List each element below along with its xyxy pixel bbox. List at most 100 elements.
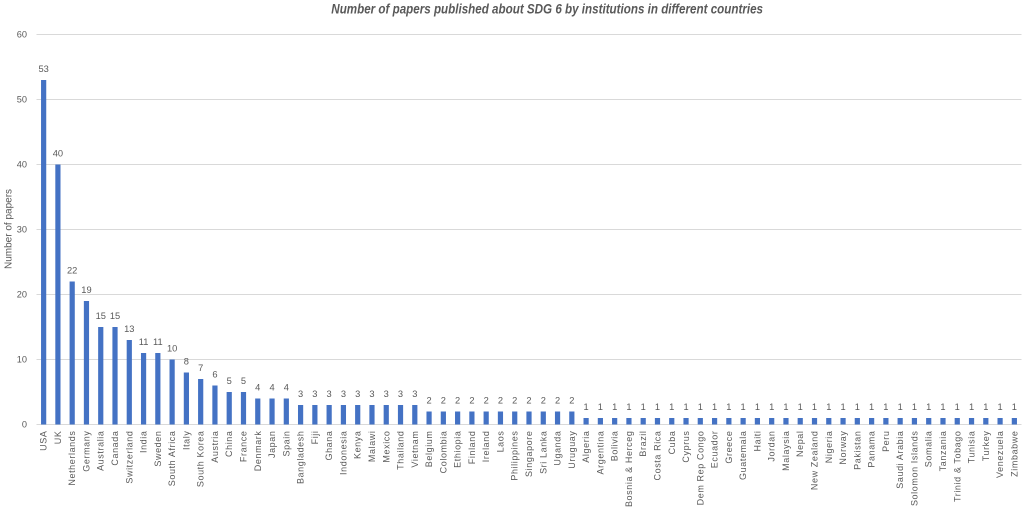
svg-text:1: 1 — [755, 402, 760, 412]
svg-text:China: China — [224, 431, 234, 458]
svg-text:2: 2 — [569, 396, 574, 406]
svg-text:2: 2 — [526, 396, 531, 406]
svg-text:3: 3 — [412, 389, 417, 399]
svg-text:11: 11 — [139, 337, 149, 347]
svg-text:1: 1 — [726, 402, 731, 412]
svg-text:4: 4 — [269, 383, 274, 393]
svg-text:40: 40 — [17, 159, 27, 169]
svg-text:13: 13 — [124, 324, 134, 334]
svg-text:3: 3 — [384, 389, 389, 399]
svg-text:11: 11 — [153, 337, 163, 347]
svg-text:Vietnam: Vietnam — [410, 431, 420, 468]
svg-text:Algeria: Algeria — [581, 431, 591, 463]
svg-text:2: 2 — [484, 396, 489, 406]
svg-text:Tunisia: Tunisia — [967, 431, 977, 464]
svg-text:30: 30 — [17, 224, 27, 234]
svg-text:Austria: Austria — [210, 431, 220, 463]
svg-text:40: 40 — [53, 149, 63, 159]
svg-text:1: 1 — [584, 402, 589, 412]
svg-text:Costa Rica: Costa Rica — [652, 431, 662, 481]
svg-text:Greece: Greece — [724, 431, 734, 464]
svg-text:4: 4 — [255, 383, 260, 393]
svg-text:1: 1 — [783, 402, 788, 412]
svg-text:Tanzania: Tanzania — [938, 431, 948, 472]
svg-text:Turkey: Turkey — [981, 431, 991, 462]
svg-text:Nepal: Nepal — [795, 431, 805, 458]
svg-text:Sweden: Sweden — [153, 431, 163, 467]
svg-text:Number of papers published abo: Number of papers published about SDG 6 b… — [331, 2, 763, 17]
svg-text:3: 3 — [341, 389, 346, 399]
svg-text:2: 2 — [512, 396, 517, 406]
svg-text:15: 15 — [96, 311, 106, 321]
svg-text:Cyprus: Cyprus — [681, 431, 691, 463]
svg-text:Ethiopia: Ethiopia — [453, 431, 463, 468]
svg-text:Trinid & Tobago: Trinid & Tobago — [952, 431, 962, 503]
svg-text:1: 1 — [969, 402, 974, 412]
svg-text:Zimbabwe: Zimbabwe — [1009, 431, 1019, 477]
svg-text:1: 1 — [655, 402, 660, 412]
svg-text:22: 22 — [67, 266, 77, 276]
svg-text:Dem Rep Congo: Dem Rep Congo — [695, 431, 705, 506]
svg-text:Spain: Spain — [281, 431, 291, 457]
svg-text:India: India — [139, 431, 149, 454]
svg-text:1: 1 — [669, 402, 674, 412]
svg-text:60: 60 — [17, 29, 27, 39]
svg-text:UK: UK — [53, 431, 63, 445]
svg-text:France: France — [238, 431, 248, 463]
svg-text:Uruguay: Uruguay — [567, 431, 577, 469]
svg-text:Norway: Norway — [838, 431, 848, 465]
svg-text:Colombia: Colombia — [438, 431, 448, 474]
svg-text:2: 2 — [426, 396, 431, 406]
svg-text:New Zealand: New Zealand — [810, 431, 820, 491]
svg-text:Netherlands: Netherlands — [67, 431, 77, 486]
svg-text:Belgium: Belgium — [424, 431, 434, 468]
svg-text:1: 1 — [869, 402, 874, 412]
svg-text:1: 1 — [840, 402, 845, 412]
svg-text:Australia: Australia — [96, 431, 106, 471]
svg-text:10: 10 — [167, 344, 177, 354]
svg-text:South Korea: South Korea — [196, 431, 206, 488]
svg-text:1: 1 — [626, 402, 631, 412]
svg-text:Kenya: Kenya — [353, 431, 363, 460]
svg-text:Bosnia & Herceg: Bosnia & Herceg — [624, 431, 634, 508]
svg-text:Solomon Islands: Solomon Islands — [909, 431, 919, 507]
svg-text:5: 5 — [227, 376, 232, 386]
svg-text:1: 1 — [612, 402, 617, 412]
svg-text:1: 1 — [641, 402, 646, 412]
svg-text:4: 4 — [284, 383, 289, 393]
svg-text:Number of papers: Number of papers — [4, 189, 15, 269]
svg-text:7: 7 — [198, 363, 203, 373]
svg-text:Haiti: Haiti — [752, 431, 762, 452]
svg-text:1: 1 — [741, 402, 746, 412]
svg-text:Argentina: Argentina — [595, 431, 605, 475]
svg-text:Finland: Finland — [467, 431, 477, 465]
svg-text:2: 2 — [541, 396, 546, 406]
svg-text:Thailand: Thailand — [396, 431, 406, 470]
svg-text:Japan: Japan — [267, 431, 277, 459]
svg-text:1: 1 — [1012, 402, 1017, 412]
svg-text:Ireland: Ireland — [481, 431, 491, 463]
svg-text:Saudi Arabia: Saudi Arabia — [895, 431, 905, 489]
svg-text:3: 3 — [398, 389, 403, 399]
svg-text:5: 5 — [241, 376, 246, 386]
svg-text:3: 3 — [355, 389, 360, 399]
svg-text:3: 3 — [327, 389, 332, 399]
svg-text:2: 2 — [455, 396, 460, 406]
svg-text:Bangladesh: Bangladesh — [296, 431, 306, 485]
svg-text:Fiji: Fiji — [310, 431, 320, 445]
svg-text:3: 3 — [369, 389, 374, 399]
svg-text:Germany: Germany — [81, 431, 91, 472]
svg-text:Uganda: Uganda — [553, 431, 563, 466]
svg-text:1: 1 — [598, 402, 603, 412]
svg-text:Singapore: Singapore — [524, 431, 534, 477]
svg-text:Cuba: Cuba — [667, 431, 677, 455]
svg-text:Switzerland: Switzerland — [124, 431, 134, 484]
svg-text:1: 1 — [769, 402, 774, 412]
svg-text:Bolivia: Bolivia — [610, 431, 620, 462]
svg-text:2: 2 — [498, 396, 503, 406]
svg-text:USA: USA — [39, 431, 49, 451]
svg-text:Canada: Canada — [110, 431, 120, 466]
svg-text:1: 1 — [698, 402, 703, 412]
svg-text:10: 10 — [17, 354, 27, 364]
svg-text:Panama: Panama — [867, 431, 877, 468]
